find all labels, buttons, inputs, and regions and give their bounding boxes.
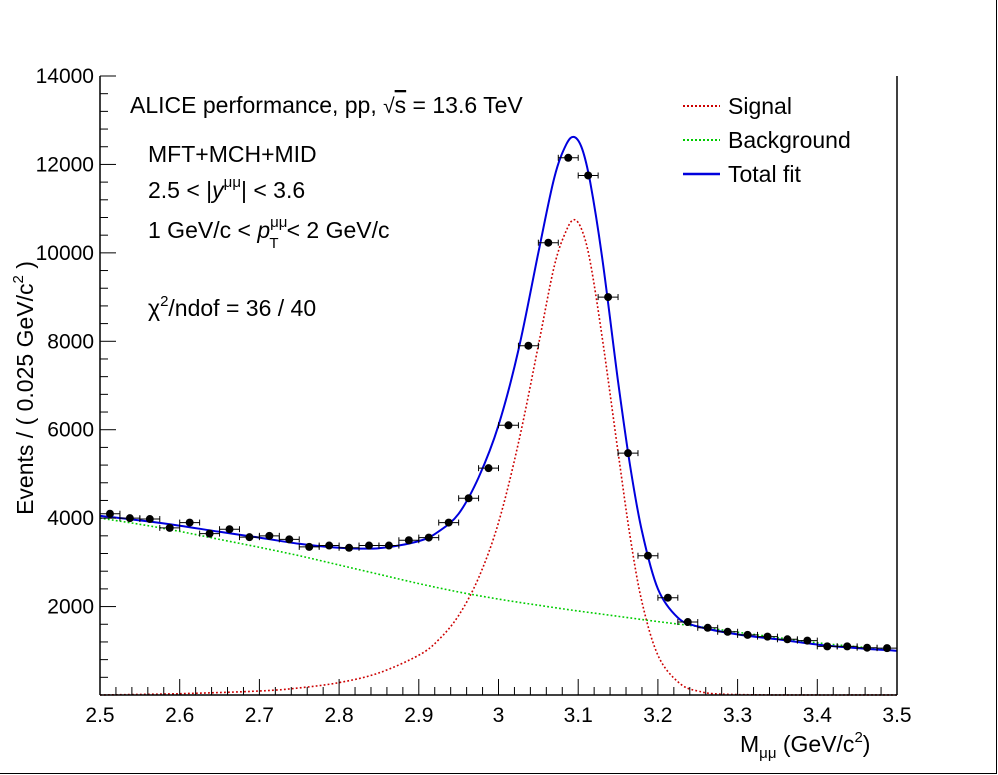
background-curve — [99, 517, 898, 652]
annotation-chi2: χ2/ndof = 36 / 40 — [148, 293, 316, 321]
data-point — [564, 153, 573, 162]
y-tick-label: 6000 — [47, 419, 94, 442]
data-point — [843, 642, 852, 651]
data-point — [444, 518, 453, 527]
data-point — [823, 642, 832, 651]
y-tick-label: 10000 — [36, 242, 94, 265]
data-point — [185, 518, 194, 527]
data-point — [783, 635, 792, 644]
annotations: ALICE performance, pp, √s = 13.6 TeV MFT… — [130, 92, 523, 321]
y-tick-label: 8000 — [47, 330, 94, 353]
x-tick-label: 3.1 — [564, 704, 593, 727]
data-point — [145, 515, 154, 524]
x-tick-label: 2.5 — [85, 704, 114, 727]
data-point — [683, 618, 692, 627]
data-point — [205, 529, 214, 538]
x-tick-label: 3.4 — [803, 704, 833, 727]
data-point — [643, 551, 652, 560]
y-tick-label: 4000 — [47, 507, 94, 530]
data-point — [464, 494, 473, 503]
data-point — [803, 636, 812, 645]
data-point — [165, 523, 174, 532]
annotation-detectors: MFT+MCH+MID — [148, 141, 317, 167]
data-point — [524, 341, 533, 350]
x-tick-label: 2.9 — [404, 704, 433, 727]
data-point — [883, 644, 892, 653]
data-point — [743, 630, 752, 639]
annotation-experiment: ALICE performance, pp, √s = 13.6 TeV — [130, 92, 523, 118]
data-point — [504, 421, 513, 430]
data-points — [99, 153, 898, 653]
data-point — [325, 541, 334, 550]
x-tick-label: 3 — [493, 704, 505, 727]
x-tick-label: 3.2 — [643, 704, 672, 727]
y-tick-label: 2000 — [47, 596, 94, 619]
legend-label-background: Background — [728, 127, 851, 153]
x-axis-title: Mμμ (GeV/c2) — [740, 729, 870, 762]
data-point — [404, 536, 413, 545]
data-point — [484, 464, 493, 473]
data-point — [763, 632, 772, 641]
data-point — [703, 623, 712, 632]
signal-curve — [99, 218, 898, 696]
axes: 2.5 2.6 2.7 2.8 2.9 3 3.1 3.2 3.3 3.4 3.5 2000 4000 6… — [36, 65, 912, 727]
data-point — [544, 238, 553, 247]
legend-label-total-fit: Total fit — [728, 161, 801, 187]
data-point — [225, 525, 234, 534]
y-tick-label: 14000 — [36, 65, 94, 88]
data-point — [863, 643, 872, 652]
legend: Signal Background Total fit — [683, 93, 851, 187]
x-tick-label: 3.3 — [723, 704, 752, 727]
data-point — [245, 533, 254, 542]
data-point — [265, 531, 274, 540]
y-tick-label: 12000 — [36, 153, 94, 176]
legend-label-signal: Signal — [728, 93, 792, 119]
x-tick-label: 2.7 — [245, 704, 274, 727]
y-axis-title: Events / ( 0.025 GeV/c2 ) — [10, 261, 38, 515]
x-tick-label: 3.5 — [882, 704, 911, 727]
x-tick-label: 2.6 — [165, 704, 194, 727]
data-point — [125, 514, 134, 523]
data-point — [364, 541, 373, 550]
data-point — [285, 535, 294, 544]
data-point — [305, 542, 314, 551]
data-point — [345, 543, 354, 552]
annotation-pt: 1 GeV/c < pμμ T< 2 GeV/c — [148, 214, 390, 252]
data-point — [584, 171, 593, 180]
data-point — [663, 593, 672, 602]
data-point — [723, 627, 732, 636]
data-point — [624, 449, 633, 458]
data-point — [105, 509, 114, 518]
total-fit-curve — [99, 135, 898, 652]
data-point — [424, 533, 433, 542]
x-tick-label: 2.8 — [324, 704, 353, 727]
data-point — [384, 541, 393, 550]
annotation-rapidity: 2.5 < |yμμ| < 3.6 — [148, 174, 305, 203]
data-point — [604, 293, 613, 302]
